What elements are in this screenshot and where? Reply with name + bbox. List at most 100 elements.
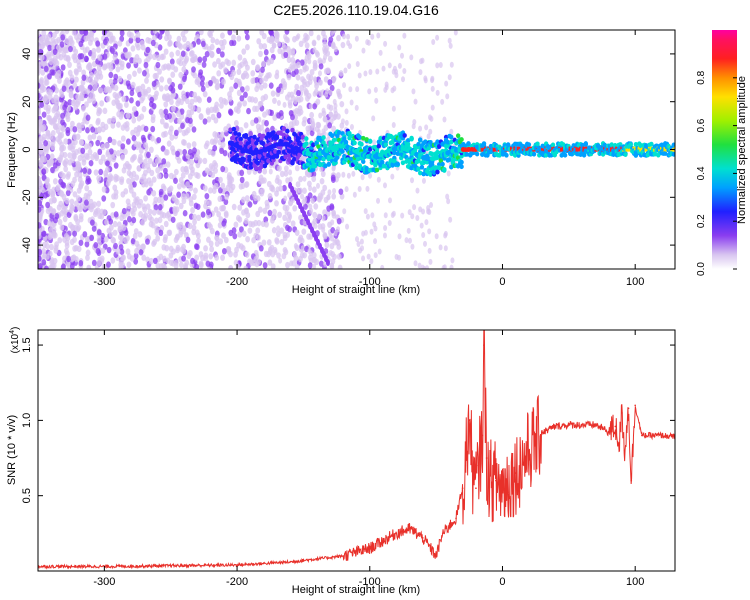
heatmap-cell bbox=[266, 59, 272, 66]
heatmap-cell bbox=[300, 193, 305, 200]
heatmap-cell bbox=[216, 47, 221, 55]
heatmap-cell bbox=[206, 116, 212, 123]
heatmap-cell bbox=[72, 126, 78, 133]
heatmap-cell bbox=[129, 97, 134, 104]
heatmap-cell bbox=[41, 124, 47, 131]
heatmap-cell bbox=[107, 136, 113, 144]
heatmap-cell bbox=[310, 197, 315, 204]
heatmap-cell bbox=[243, 70, 248, 77]
heatmap-cell bbox=[223, 126, 229, 133]
heatmap-cell bbox=[253, 219, 259, 227]
heatmap-cell bbox=[424, 124, 429, 131]
spectrogram-heatmap bbox=[38, 30, 675, 269]
heatmap-cell bbox=[255, 64, 260, 72]
heatmap-cell bbox=[139, 113, 145, 120]
heatmap-cell bbox=[423, 77, 428, 84]
x-tick-label: 100 bbox=[626, 276, 644, 288]
heatmap-cell bbox=[281, 252, 287, 260]
heatmap-cell bbox=[267, 209, 273, 217]
heatmap-cell bbox=[373, 252, 378, 259]
heatmap-cell bbox=[140, 243, 146, 250]
snr-data-point bbox=[395, 532, 398, 535]
heatmap-cell bbox=[96, 259, 102, 267]
heatmap-cell bbox=[213, 182, 219, 190]
heatmap-cell bbox=[327, 55, 333, 63]
heatmap-cell bbox=[168, 252, 174, 259]
heatmap-cell bbox=[244, 85, 250, 92]
heatmap-cell bbox=[159, 76, 165, 83]
heatmap-cell bbox=[229, 86, 234, 93]
heatmap-cell bbox=[70, 180, 76, 188]
heatmap-cell bbox=[311, 251, 317, 259]
heatmap-cell bbox=[449, 264, 454, 269]
heatmap-cell bbox=[216, 112, 222, 119]
heatmap-cell bbox=[78, 138, 84, 146]
heatmap-cell bbox=[348, 86, 353, 93]
heatmap-cell bbox=[251, 237, 257, 244]
snr-data-point bbox=[623, 449, 626, 452]
heatmap-cell bbox=[421, 232, 426, 239]
heatmap-cell bbox=[583, 141, 589, 146]
heatmap-cell bbox=[312, 90, 317, 97]
snr-data-point bbox=[495, 479, 497, 482]
heatmap-cell bbox=[112, 220, 118, 228]
heatmap-cell bbox=[126, 177, 131, 185]
heatmap-cell bbox=[387, 197, 392, 204]
heatmap-cell bbox=[72, 56, 78, 64]
heatmap-cell bbox=[41, 111, 47, 118]
heatmap-cell bbox=[43, 140, 49, 147]
heatmap-cell bbox=[83, 143, 89, 150]
heatmap-cell bbox=[623, 152, 628, 157]
heatmap-cell bbox=[321, 135, 326, 140]
heatmap-cell bbox=[418, 137, 423, 143]
heatmap-cell bbox=[272, 213, 277, 220]
snr-panel: -300 -200 -100 0 100 0.51.01.5 Height of str… bbox=[6, 327, 676, 596]
heatmap-cell bbox=[181, 66, 187, 73]
heatmap-cell bbox=[154, 72, 159, 80]
heatmap-cell bbox=[449, 61, 454, 68]
heatmap-cell bbox=[110, 84, 116, 91]
heatmap-cell bbox=[45, 201, 51, 209]
heatmap-cell bbox=[372, 221, 377, 228]
heatmap-cell bbox=[338, 188, 344, 195]
heatmap-cell bbox=[272, 97, 277, 104]
heatmap-cell bbox=[135, 31, 141, 38]
snr-data-point bbox=[541, 431, 544, 434]
heatmap-cell bbox=[108, 173, 113, 180]
heatmap-cell bbox=[197, 157, 203, 164]
heatmap-cell bbox=[138, 210, 144, 218]
snr-data-point bbox=[618, 442, 621, 444]
heatmap-cell bbox=[175, 244, 181, 252]
heatmap-cell bbox=[445, 93, 450, 100]
heatmap-cell bbox=[215, 57, 221, 65]
heatmap-cell bbox=[275, 69, 280, 76]
heatmap-cell bbox=[153, 204, 159, 211]
heatmap-cell bbox=[243, 91, 248, 98]
snr-data-point bbox=[289, 561, 291, 563]
heatmap-cell bbox=[140, 219, 145, 226]
heatmap-cell bbox=[129, 89, 135, 97]
heatmap-cell bbox=[75, 195, 81, 202]
heatmap-cell bbox=[182, 149, 188, 156]
heatmap-cell bbox=[39, 77, 45, 84]
heatmap-cell bbox=[185, 117, 190, 124]
heatmap-cell bbox=[105, 95, 111, 103]
heatmap-cell bbox=[62, 215, 68, 223]
heatmap-cell bbox=[383, 142, 388, 148]
heatmap-cell bbox=[64, 197, 70, 205]
heatmap-cell bbox=[180, 31, 186, 38]
heatmap-cell bbox=[80, 105, 86, 112]
heatmap-cell bbox=[236, 89, 242, 97]
heatmap-cell bbox=[91, 97, 97, 104]
heatmap-cell bbox=[39, 54, 45, 61]
heatmap-cell bbox=[150, 39, 156, 47]
heatmap-cell bbox=[126, 261, 132, 268]
heatmap-cell bbox=[202, 55, 208, 63]
heatmap-cell bbox=[213, 117, 219, 124]
heatmap-cell bbox=[431, 38, 436, 45]
heatmap-cell bbox=[214, 107, 220, 114]
spectrogram-y-label: Frequency (Hz) bbox=[6, 112, 18, 188]
heatmap-cell bbox=[65, 126, 71, 134]
heatmap-cell bbox=[430, 75, 435, 82]
heatmap-cell bbox=[333, 230, 338, 237]
